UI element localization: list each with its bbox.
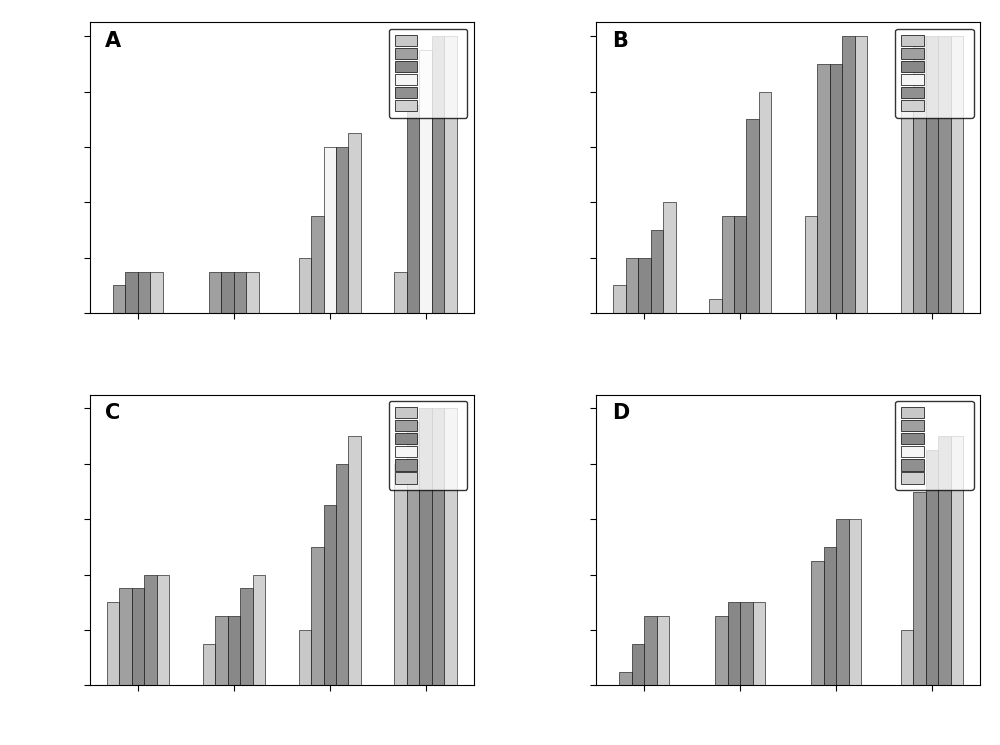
Bar — [951, 436, 963, 685]
Bar — [938, 37, 951, 313]
Bar — [432, 37, 444, 313]
Bar — [632, 644, 644, 685]
Legend: 12h, 24h, 36h, 48h, 60h, 72h: 12h, 24h, 36h, 48h, 60h, 72h — [389, 401, 467, 490]
Bar — [407, 106, 419, 313]
Bar — [626, 258, 638, 313]
Bar — [740, 602, 753, 685]
Bar — [432, 408, 444, 685]
Bar — [715, 616, 728, 685]
Bar — [253, 574, 265, 685]
Bar — [657, 616, 669, 685]
Bar — [644, 616, 657, 685]
Text: D: D — [612, 403, 629, 423]
Bar — [913, 37, 926, 313]
Bar — [125, 272, 138, 313]
Bar — [336, 464, 348, 685]
Bar — [926, 37, 938, 313]
Bar — [113, 285, 125, 313]
Bar — [805, 216, 817, 313]
Bar — [228, 616, 240, 685]
Text: A: A — [105, 31, 121, 51]
Bar — [759, 92, 771, 313]
Bar — [938, 436, 951, 685]
Bar — [842, 37, 855, 313]
Bar — [746, 119, 759, 313]
Bar — [240, 589, 253, 685]
Legend: 12h, 24h, 36h, 48h, 60h, 72h: 12h, 24h, 36h, 48h, 60h, 72h — [895, 28, 974, 118]
Bar — [246, 272, 259, 313]
Bar — [926, 450, 938, 685]
Bar — [651, 230, 663, 313]
Bar — [348, 133, 361, 313]
Bar — [203, 644, 215, 685]
Bar — [107, 602, 119, 685]
Bar — [901, 92, 913, 313]
Text: C: C — [105, 403, 121, 423]
Bar — [824, 547, 836, 685]
Bar — [722, 216, 734, 313]
Bar — [119, 589, 132, 685]
Bar — [753, 602, 765, 685]
Bar — [215, 616, 228, 685]
Bar — [407, 422, 419, 685]
Bar — [299, 630, 311, 685]
Bar — [419, 50, 432, 313]
Bar — [299, 258, 311, 313]
Bar — [849, 519, 861, 685]
Bar — [444, 408, 457, 685]
Text: B: B — [612, 31, 628, 51]
Bar — [836, 519, 849, 685]
Bar — [311, 216, 324, 313]
Bar — [817, 64, 830, 313]
Bar — [157, 574, 169, 685]
Bar — [619, 671, 632, 685]
Bar — [324, 505, 336, 685]
Bar — [209, 272, 221, 313]
Bar — [444, 37, 457, 313]
Bar — [311, 547, 324, 685]
Bar — [221, 272, 234, 313]
Bar — [336, 147, 348, 313]
Bar — [138, 272, 150, 313]
Bar — [144, 574, 157, 685]
Bar — [324, 147, 336, 313]
Bar — [913, 492, 926, 685]
Legend: 12h, 24h, 36h, 48h, 60h, 72h: 12h, 24h, 36h, 48h, 60h, 72h — [895, 401, 974, 490]
Bar — [348, 436, 361, 685]
Bar — [419, 408, 432, 685]
Bar — [709, 299, 722, 313]
Bar — [638, 258, 651, 313]
Bar — [901, 630, 913, 685]
Bar — [394, 464, 407, 685]
Bar — [234, 272, 246, 313]
Bar — [613, 285, 626, 313]
Bar — [132, 589, 144, 685]
Bar — [663, 203, 676, 313]
Bar — [734, 216, 746, 313]
Bar — [811, 561, 824, 685]
Legend: 12h, 24h, 36h, 48h, 60h, 72h: 12h, 24h, 36h, 48h, 60h, 72h — [389, 28, 467, 118]
Bar — [951, 37, 963, 313]
Bar — [830, 64, 842, 313]
Bar — [394, 272, 407, 313]
Bar — [150, 272, 163, 313]
Bar — [728, 602, 740, 685]
Bar — [855, 37, 867, 313]
